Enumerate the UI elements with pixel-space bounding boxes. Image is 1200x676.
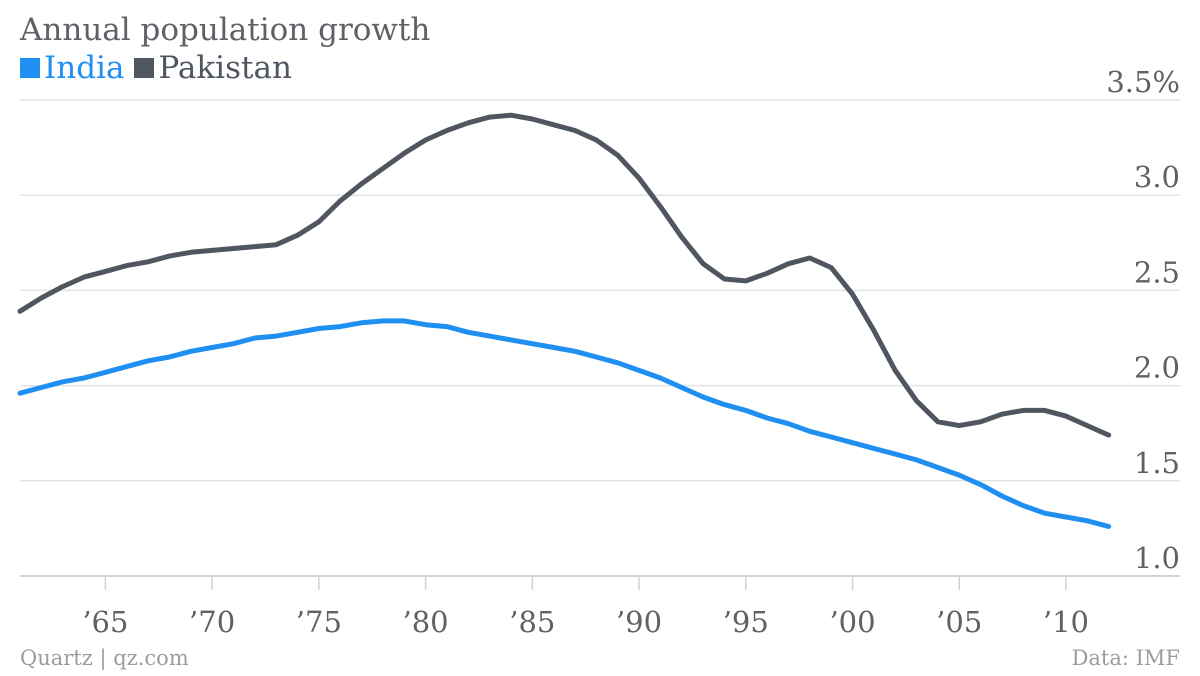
series-line-india <box>17 318 1112 529</box>
y-tick-label-3-5: 3.5% <box>1106 65 1180 99</box>
y-tick-label-1-5: 1.5 <box>1134 446 1180 480</box>
legend-swatch-india <box>20 58 40 78</box>
x-tick-label-2005: ’05 <box>936 605 982 639</box>
source-credit: Quartz | qz.com <box>20 646 189 670</box>
x-tick-label-1985: ’85 <box>509 605 555 639</box>
data-source: Data: IMF <box>1071 646 1180 670</box>
x-tick-label-1970: ’70 <box>189 605 235 639</box>
y-tick-label-2: 2.0 <box>1134 351 1180 385</box>
legend-item-india: India <box>20 50 124 86</box>
legend-label-india: India <box>44 50 125 86</box>
x-tick-label-1990: ’90 <box>616 605 662 639</box>
y-tick-label-2-5: 2.5 <box>1134 255 1180 289</box>
x-tick-label-1995: ’95 <box>723 605 769 639</box>
legend-item-pakistan: Pakistan <box>134 50 292 86</box>
legend: India Pakistan <box>20 50 302 86</box>
series-line-pakistan <box>17 112 1112 438</box>
legend-label-pakistan: Pakistan <box>158 50 292 86</box>
y-tick-label-3: 3.0 <box>1134 160 1180 194</box>
x-tick-label-1980: ’80 <box>403 605 449 639</box>
y-tick-label-1: 1.0 <box>1134 541 1180 575</box>
x-tick-label-1975: ’75 <box>296 605 342 639</box>
x-tick-label-1965: ’65 <box>82 605 128 639</box>
x-tick-label-2000: ’00 <box>829 605 875 639</box>
chart-title: Annual population growth <box>20 12 431 48</box>
legend-swatch-pakistan <box>134 58 155 78</box>
x-tick-label-2010: ’10 <box>1043 605 1089 639</box>
